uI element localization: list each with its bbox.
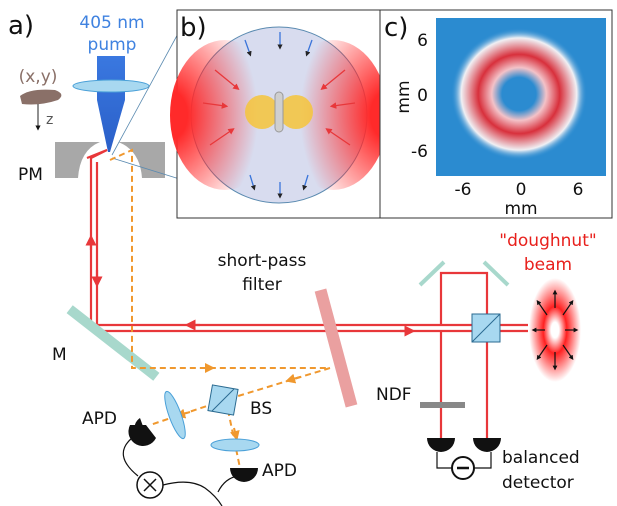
wire xyxy=(217,475,239,493)
bs-diagonal xyxy=(211,388,235,412)
parabolic-mirror xyxy=(55,142,100,178)
x-tick-label: 6 xyxy=(573,180,584,200)
y-tick-label: -6 xyxy=(411,142,428,162)
x-tick-label: 0 xyxy=(516,180,527,200)
parabolic-mirror xyxy=(118,142,165,178)
apd-label: APD xyxy=(82,409,117,429)
lens xyxy=(210,438,260,452)
ndf xyxy=(420,402,465,408)
splitter-diagonal xyxy=(471,313,501,343)
sample xyxy=(20,89,62,105)
y-tick-label: 6 xyxy=(417,31,428,51)
pump-wavelength: 405 nm xyxy=(79,13,144,33)
wire xyxy=(122,437,139,477)
pm-label: PM xyxy=(18,165,43,185)
particle xyxy=(245,95,279,129)
lobe xyxy=(170,40,280,190)
apd xyxy=(230,468,258,482)
multiplier-sign xyxy=(143,478,157,492)
y-axis-label: mm xyxy=(394,80,414,113)
apd-label: APD xyxy=(262,461,297,481)
x-tick-label: -6 xyxy=(455,180,472,200)
mirror xyxy=(418,260,446,287)
pump-beam xyxy=(97,56,125,152)
beam-label: beam xyxy=(524,255,572,275)
x-axis-label: mm xyxy=(504,199,537,219)
pump-label: pump xyxy=(88,35,137,55)
detector xyxy=(473,438,501,452)
doughnut-beam xyxy=(529,278,581,382)
bs-label: BS xyxy=(250,399,272,419)
particle xyxy=(279,95,313,129)
wire xyxy=(162,481,223,506)
mirror xyxy=(482,260,510,287)
ndf-label: NDF xyxy=(376,385,412,405)
panel-label: a) xyxy=(8,11,34,41)
filter-label: filter xyxy=(242,275,282,295)
panel-label: c) xyxy=(384,13,408,43)
beam-label: "doughnut" xyxy=(499,231,596,251)
mirror-m xyxy=(66,305,160,381)
zoom-line xyxy=(111,29,181,156)
y-tick-label: 0 xyxy=(417,86,428,106)
lens xyxy=(164,390,186,440)
doughnut-profile xyxy=(451,28,587,160)
lens xyxy=(72,79,150,93)
detector xyxy=(427,438,455,452)
apd xyxy=(128,425,156,447)
short-pass-filter xyxy=(314,288,358,408)
z-label: z xyxy=(46,112,53,128)
panel-label: b) xyxy=(180,13,207,43)
stage-label: (x,y) xyxy=(19,67,58,87)
detector-label: balanced xyxy=(502,448,580,468)
tip xyxy=(274,91,284,133)
wire xyxy=(436,452,492,469)
filter-label: short-pass xyxy=(218,251,307,271)
m-label: M xyxy=(52,345,67,365)
detector-label: detector xyxy=(502,473,574,493)
lobe xyxy=(278,40,388,190)
